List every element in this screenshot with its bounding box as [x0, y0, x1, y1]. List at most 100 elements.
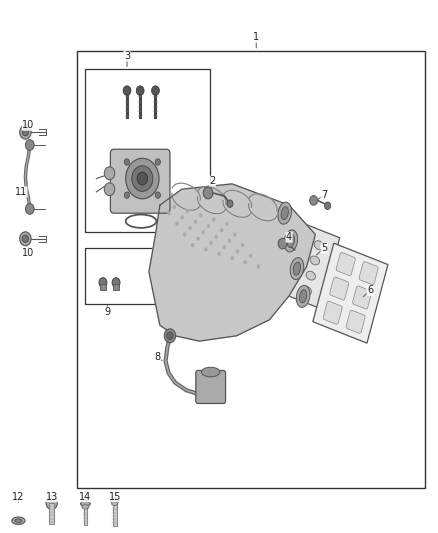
Circle shape	[325, 202, 331, 209]
Circle shape	[233, 232, 237, 237]
Circle shape	[20, 125, 31, 139]
Ellipse shape	[287, 235, 294, 247]
Circle shape	[223, 245, 226, 249]
Circle shape	[244, 260, 247, 264]
Ellipse shape	[310, 256, 319, 265]
Text: 15: 15	[109, 492, 121, 502]
Text: 10: 10	[22, 248, 35, 258]
Ellipse shape	[297, 285, 310, 308]
Circle shape	[241, 243, 244, 247]
Bar	[85, 69, 210, 232]
Ellipse shape	[201, 367, 220, 377]
Circle shape	[220, 228, 223, 232]
Bar	[49, 503, 54, 524]
Circle shape	[227, 200, 233, 207]
Circle shape	[124, 159, 130, 165]
Bar	[77, 51, 425, 488]
Circle shape	[104, 183, 115, 196]
Circle shape	[20, 232, 31, 246]
FancyBboxPatch shape	[330, 277, 349, 300]
Text: 2: 2	[209, 176, 215, 186]
Bar	[84, 505, 87, 525]
Circle shape	[212, 217, 215, 222]
Text: 6: 6	[367, 286, 373, 295]
Circle shape	[46, 496, 57, 510]
Circle shape	[188, 226, 192, 230]
Circle shape	[215, 235, 218, 239]
Circle shape	[203, 187, 213, 199]
Circle shape	[257, 264, 260, 269]
Circle shape	[167, 211, 171, 215]
FancyBboxPatch shape	[353, 286, 372, 309]
Circle shape	[225, 222, 229, 226]
Circle shape	[132, 166, 153, 191]
FancyBboxPatch shape	[359, 262, 378, 285]
Circle shape	[124, 192, 130, 198]
Circle shape	[25, 204, 34, 214]
Circle shape	[196, 237, 200, 241]
Circle shape	[136, 86, 144, 95]
FancyBboxPatch shape	[346, 310, 365, 334]
Circle shape	[278, 238, 287, 249]
Circle shape	[207, 224, 210, 228]
Circle shape	[167, 332, 173, 340]
Circle shape	[22, 128, 28, 136]
Text: 8: 8	[155, 352, 161, 362]
Circle shape	[137, 172, 148, 185]
Ellipse shape	[284, 230, 297, 252]
Circle shape	[173, 205, 176, 209]
Circle shape	[152, 86, 159, 95]
Text: 10: 10	[22, 120, 35, 130]
Ellipse shape	[306, 271, 315, 280]
Circle shape	[22, 235, 28, 243]
Bar	[100, 284, 106, 290]
Circle shape	[155, 159, 160, 165]
Circle shape	[310, 196, 318, 205]
Circle shape	[104, 167, 115, 180]
Circle shape	[25, 140, 34, 150]
Circle shape	[175, 222, 179, 226]
Ellipse shape	[278, 202, 291, 224]
Text: 3: 3	[124, 51, 130, 61]
Circle shape	[228, 239, 231, 243]
Ellipse shape	[81, 501, 90, 506]
Circle shape	[180, 215, 184, 220]
Bar	[113, 502, 117, 526]
Circle shape	[194, 220, 197, 224]
FancyBboxPatch shape	[323, 301, 342, 325]
Circle shape	[217, 252, 221, 256]
Bar	[313, 243, 388, 343]
Circle shape	[191, 243, 194, 247]
Ellipse shape	[110, 498, 119, 503]
Text: 7: 7	[321, 190, 327, 199]
Ellipse shape	[300, 290, 307, 303]
Circle shape	[99, 278, 107, 287]
Ellipse shape	[281, 207, 288, 220]
Circle shape	[201, 230, 205, 235]
Circle shape	[155, 192, 160, 198]
Ellipse shape	[12, 517, 25, 524]
Ellipse shape	[290, 257, 304, 280]
Bar	[286, 224, 340, 309]
Circle shape	[123, 86, 131, 95]
Text: 12: 12	[12, 492, 25, 502]
Text: 4: 4	[286, 232, 292, 242]
Text: 11: 11	[15, 187, 27, 197]
Ellipse shape	[15, 519, 22, 522]
Circle shape	[230, 256, 234, 260]
Circle shape	[204, 247, 208, 252]
Ellipse shape	[82, 505, 89, 509]
Ellipse shape	[112, 502, 118, 505]
FancyBboxPatch shape	[110, 149, 170, 213]
Circle shape	[199, 213, 202, 217]
Circle shape	[236, 249, 239, 254]
Ellipse shape	[302, 286, 311, 295]
FancyBboxPatch shape	[196, 370, 226, 403]
Text: 5: 5	[321, 243, 327, 253]
Circle shape	[183, 232, 187, 237]
Circle shape	[126, 158, 159, 199]
Polygon shape	[149, 184, 315, 341]
Text: 1: 1	[253, 33, 259, 42]
Text: 14: 14	[79, 492, 92, 502]
Text: 13: 13	[46, 492, 58, 502]
